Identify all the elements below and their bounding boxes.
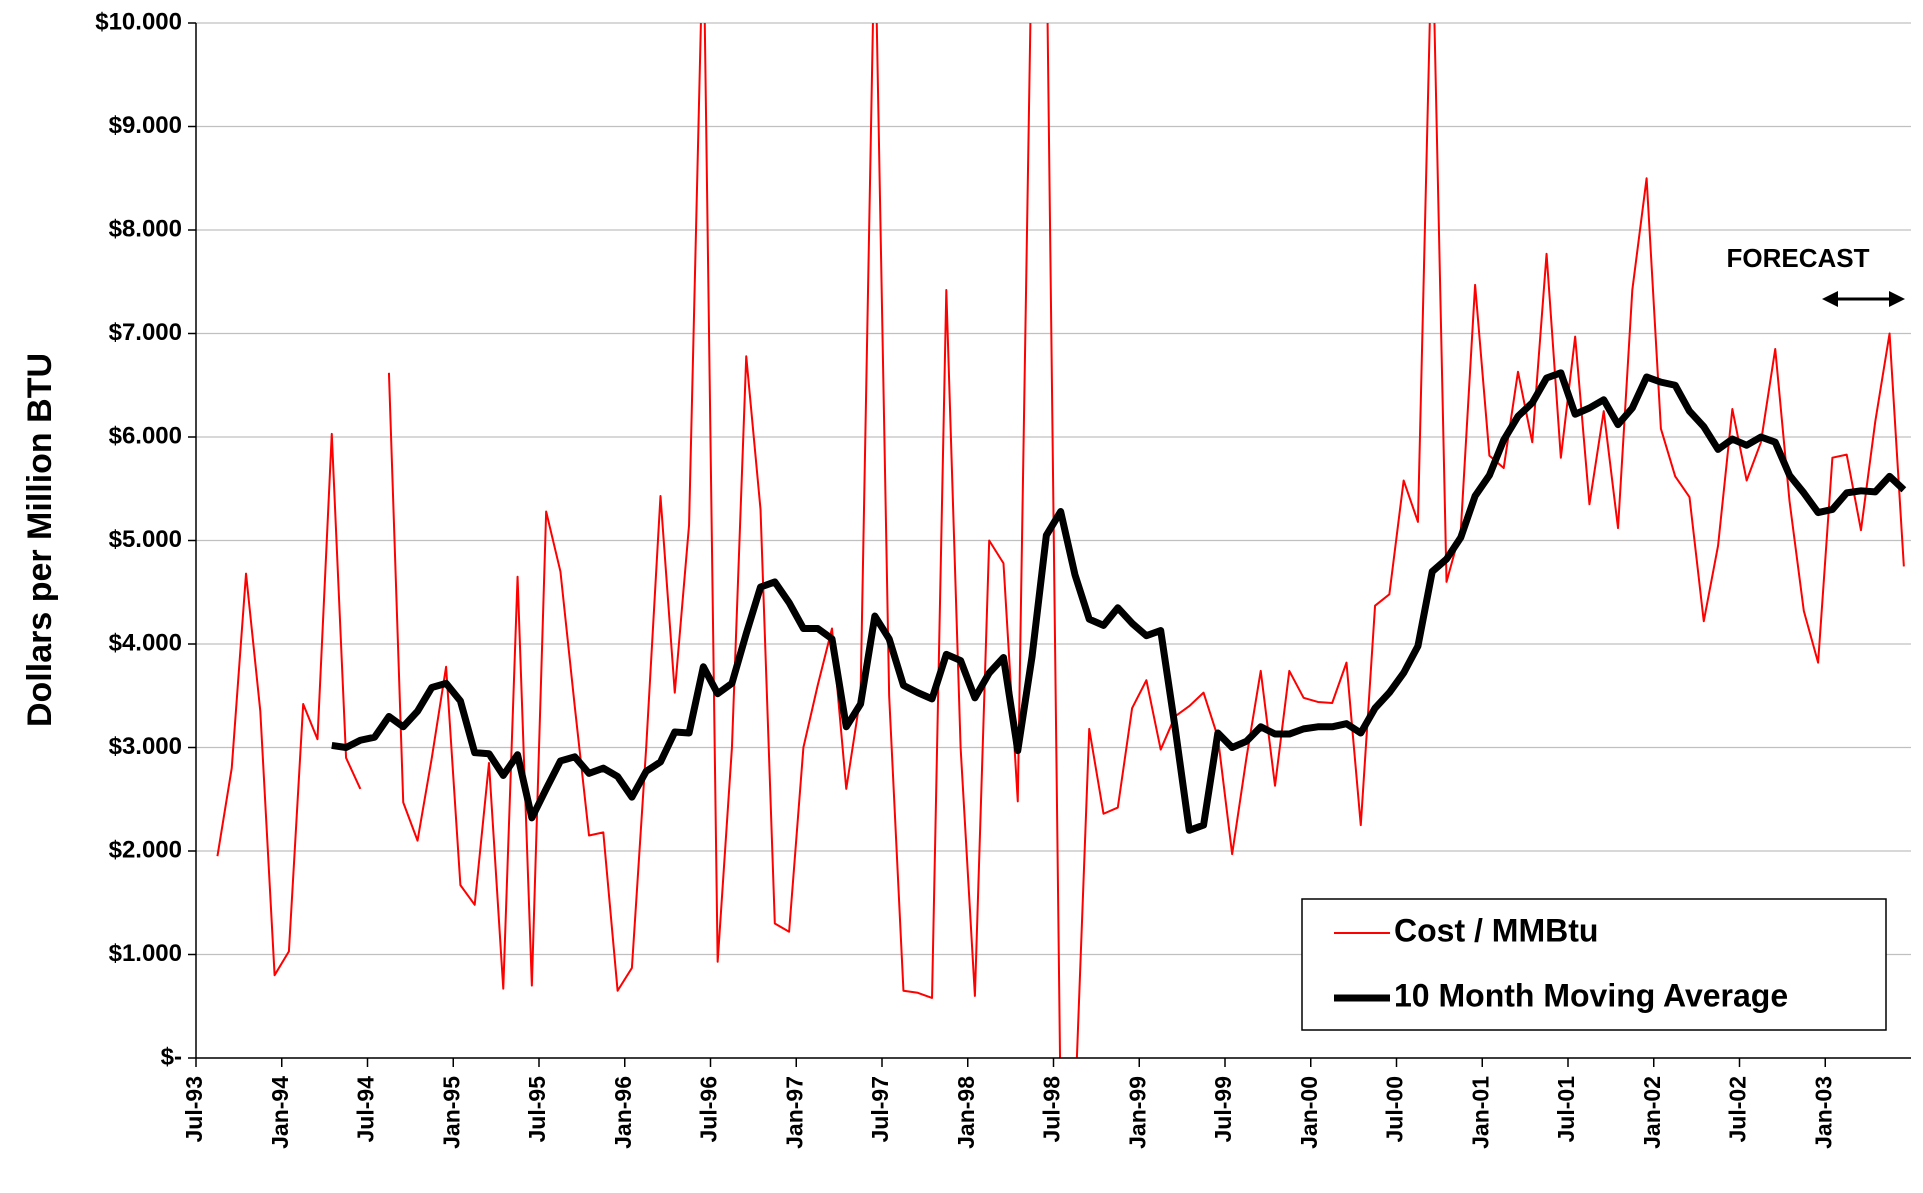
y-tick-label: $8.000 [109, 215, 182, 242]
y-axis-title: Dollars per Million BTU [21, 353, 59, 727]
y-tick-label: $3.000 [109, 733, 182, 760]
x-tick-label: Jul-94 [353, 1076, 379, 1143]
series-line [216, 23, 1905, 1058]
y-tick-label: $10.000 [95, 8, 182, 35]
x-tick-label: Jul-00 [1382, 1076, 1408, 1142]
series-line [331, 369, 1907, 834]
x-tick-label: Jul-93 [181, 1076, 207, 1142]
y-tick-label: $- [161, 1043, 182, 1070]
x-tick-label: Jul-98 [1039, 1076, 1065, 1143]
y-tick-label: $1.000 [109, 940, 182, 967]
legend-box [1301, 898, 1887, 1031]
y-tick-label: $7.000 [109, 319, 182, 346]
y-tick-label: $5.000 [109, 526, 182, 553]
forecast-arrow [1822, 291, 1905, 307]
x-tick-label: Jan-94 [267, 1076, 293, 1149]
x-tick-label: Jan-97 [781, 1076, 807, 1149]
x-tick-label: Jan-01 [1467, 1076, 1493, 1149]
y-tick-label: $4.000 [109, 629, 182, 656]
x-tick-label: Jan-99 [1124, 1076, 1150, 1149]
y-tick-label: $2.000 [109, 836, 182, 863]
x-tick-label: Jul-97 [867, 1076, 893, 1142]
x-tick-label: Jan-98 [953, 1076, 979, 1149]
x-tick-label: Jan-96 [610, 1076, 636, 1149]
x-tick-label: Jul-95 [524, 1076, 550, 1143]
x-tick-label: Jan-00 [1296, 1076, 1322, 1149]
x-tick-label: Jan-02 [1639, 1076, 1665, 1149]
y-tick-label: $6.000 [109, 422, 182, 449]
x-tick-label: Jul-02 [1725, 1076, 1751, 1142]
legend-label: 10 Month Moving Average [1394, 977, 1788, 1013]
x-tick-label: Jul-01 [1553, 1076, 1579, 1143]
legend-label: Cost / MMBtu [1394, 912, 1598, 948]
x-tick-label: Jan-03 [1810, 1076, 1836, 1149]
x-tick-label: Jul-99 [1210, 1076, 1236, 1142]
x-tick-label: Jan-95 [438, 1076, 464, 1149]
x-tick-label: Jul-96 [696, 1076, 722, 1142]
forecast-annotation: FORECAST [1727, 243, 1870, 273]
y-tick-label: $9.000 [109, 112, 182, 139]
